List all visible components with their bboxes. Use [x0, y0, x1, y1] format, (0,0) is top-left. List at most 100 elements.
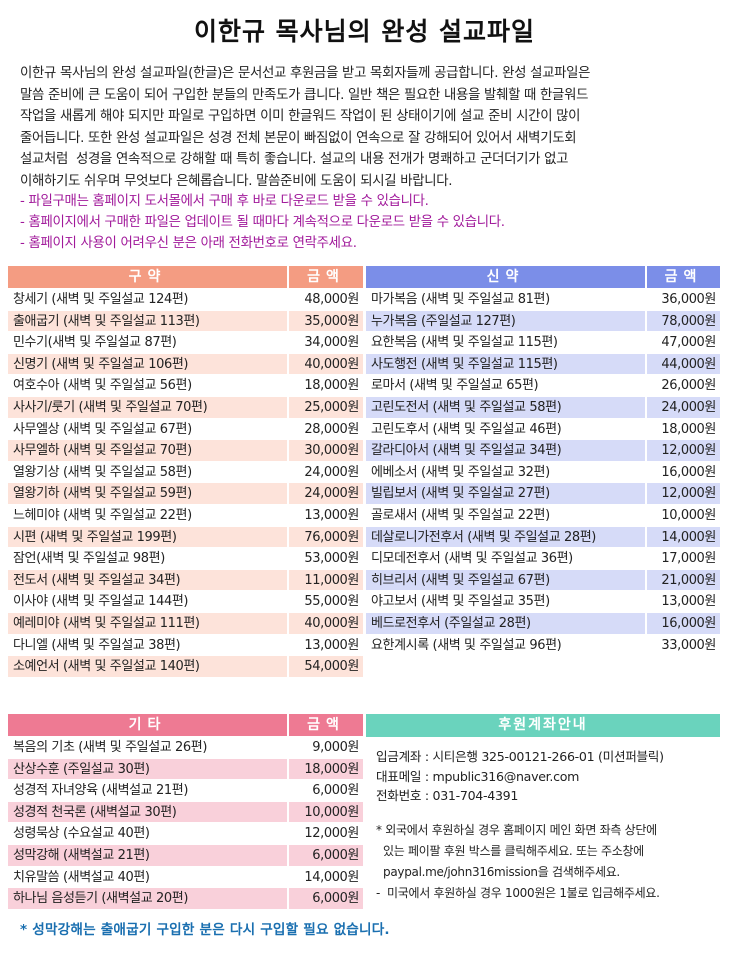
table-row: 사사기/룻기 (새벽 및 주일설교 70편) 25,000원 — [8, 396, 363, 419]
table-row: 갈라디아서 (새벽 및 주일설교 34편) 12,000원 — [366, 440, 720, 462]
table-header: 기타 금액 — [8, 714, 363, 736]
table-row: 요한계시록 (새벽 및 주일설교 96편) 33,000원 — [366, 635, 720, 657]
table-row: 신명기 (새벽 및 주일설교 106편) 40,000원 — [8, 353, 363, 376]
table-row: 잠언(새벽 및 주일설교 98편) 53,000원 — [8, 548, 363, 570]
purchase-notes: - 파일구매는 홈페이지 도서몰에서 구매 후 바로 다운로드 받을 수 있습니… — [20, 191, 505, 255]
new-testament-table: 신약 금액 마가복음 (새벽 및 주일설교 81편) 36,000원 누가복음 (주일설… — [366, 266, 720, 657]
overseas-line: * 외국에서 후원하실 경우 홈페이지 메인 화면 좌측 상단에 — [376, 822, 657, 837]
item-price: 36,000원 — [647, 289, 720, 311]
item-price: 18,000원 — [289, 375, 363, 397]
account-line: 입금계좌 : 시티은행 325-00121-266-01 (미션퍼블릭) — [376, 749, 664, 764]
item-price: 44,000원 — [647, 353, 720, 376]
table-row: 예레미야 (새벽 및 주일설교 111편) 40,000원 — [8, 612, 363, 635]
item-price: 48,000원 — [289, 289, 363, 311]
item-price: 76,000원 — [289, 526, 363, 549]
item-price: 25,000원 — [289, 396, 363, 419]
intro-line: 이한규 목사님의 완성 설교파일(한글)은 문서선교 후원금을 받고 목회자들께… — [20, 66, 591, 81]
table-row: 하나님 음성듣기 (새벽설교 20편) 6,000원 — [8, 888, 363, 910]
item-price: 35,000원 — [289, 310, 363, 333]
table-row: 고린도전서 (새벽 및 주일설교 58편) 24,000원 — [366, 396, 720, 419]
item-price: 28,000원 — [289, 419, 363, 441]
intro-line: 줄어듭니다. 또한 완성 설교파일은 성경 전체 본문이 빠짐없이 연속으로 잘… — [20, 130, 577, 146]
item-price: 9,000원 — [289, 737, 363, 759]
table-row: 창세기 (새벽 및 주일설교 124편) 48,000원 — [8, 289, 363, 311]
item-name: 예레미야 (새벽 및 주일설교 111편) — [8, 612, 287, 635]
table-row: 에베소서 (새벽 및 주일설교 32편) 16,000원 — [366, 462, 720, 484]
table-row: 복음의 기초 (새벽 및 주일설교 26편) 9,000원 — [8, 737, 363, 759]
note-line: - 홈페이지에서 구매한 파일은 업데이트 될 때마다 계속적으로 다운로드 받… — [20, 215, 505, 231]
item-name: 사사기/룻기 (새벽 및 주일설교 70편) — [8, 396, 287, 419]
table-row: 요한복음 (새벽 및 주일설교 115편) 47,000원 — [366, 332, 720, 354]
intro-line: 이해하기도 쉬우며 무엇보다 은혜롭습니다. 말씀준비에 도움이 되시길 바랍니… — [20, 173, 453, 189]
item-name: 에베소서 (새벽 및 주일설교 32편) — [366, 462, 645, 484]
item-name: 느헤미야 (새벽 및 주일설교 22편) — [8, 505, 287, 527]
item-name: 소예언서 (새벽 및 주일설교 140편) — [8, 656, 287, 678]
item-name: 디모데전후서 (새벽 및 주일설교 36편) — [366, 548, 645, 570]
intro-line: 말씀 준비에 큰 도움이 되어 구입한 분들의 만족도가 큽니다. 일반 책은 … — [20, 87, 589, 103]
table-row: 전도서 (새벽 및 주일설교 34편) 11,000원 — [8, 569, 363, 592]
item-name: 성경적 자녀양육 (새벽설교 21편) — [8, 780, 287, 802]
item-price: 24,000원 — [647, 396, 720, 419]
item-name: 다니엘 (새벽 및 주일설교 38편) — [8, 635, 287, 657]
item-name: 시편 (새벽 및 주일설교 199편) — [8, 526, 287, 549]
item-price: 12,000원 — [647, 440, 720, 462]
item-name: 이사야 (새벽 및 주일설교 144편) — [8, 591, 287, 613]
item-name: 사무엘상 (새벽 및 주일설교 67편) — [8, 419, 287, 441]
item-price: 6,000원 — [289, 780, 363, 802]
item-name: 요한복음 (새벽 및 주일설교 115편) — [366, 332, 645, 354]
item-name: 출애굽기 (새벽 및 주일설교 113편) — [8, 310, 287, 333]
table-row: 시편 (새벽 및 주일설교 199편) 76,000원 — [8, 526, 363, 549]
table-row: 소예언서 (새벽 및 주일설교 140편) 54,000원 — [8, 656, 363, 678]
item-name: 전도서 (새벽 및 주일설교 34편) — [8, 569, 287, 592]
table-header: 구약 금액 — [8, 266, 363, 288]
item-name: 야고보서 (새벽 및 주일설교 35편) — [366, 591, 645, 613]
page-title: 이한규 목사님의 완성 설교파일 — [193, 17, 536, 46]
item-price: 18,000원 — [647, 419, 720, 441]
item-name: 빌립보서 (새벽 및 주일설교 27편) — [366, 483, 645, 505]
name-column-header: 신약 — [366, 266, 645, 288]
item-name: 성경적 천국론 (새벽설교 30편) — [8, 801, 287, 824]
item-price: 6,000원 — [289, 844, 363, 867]
table-row: 열왕기하 (새벽 및 주일설교 59편) 24,000원 — [8, 483, 363, 505]
table-row: 여호수아 (새벽 및 주일설교 56편) 18,000원 — [8, 375, 363, 397]
account-line: 전화번호 : 031-704-4391 — [376, 788, 519, 803]
table-row: 로마서 (새벽 및 주일설교 65편) 26,000원 — [366, 375, 720, 397]
item-name: 성령묵상 (수요설교 40편) — [8, 823, 287, 845]
overseas-line: paypal.me/john316mission을 검색해주세요. — [376, 864, 620, 879]
table-row: 고린도후서 (새벽 및 주일설교 46편) 18,000원 — [366, 419, 720, 441]
item-price: 24,000원 — [289, 483, 363, 505]
item-price: 13,000원 — [289, 505, 363, 527]
item-price: 16,000원 — [647, 612, 720, 635]
item-price: 13,000원 — [647, 591, 720, 613]
table-row: 사무엘상 (새벽 및 주일설교 67편) 28,000원 — [8, 419, 363, 441]
table-row: 성막강해 (새벽설교 21편) 6,000원 — [8, 844, 363, 867]
overseas-notes: * 외국에서 후원하실 경우 홈페이지 메인 화면 좌측 상단에 있는 페이팔 … — [366, 806, 720, 904]
account-header: 후원계좌안내 — [366, 714, 720, 737]
intro-paragraph: 이한규 목사님의 완성 설교파일(한글)은 문서선교 후원금을 받고 목회자들께… — [20, 63, 720, 193]
item-name: 하나님 음성듣기 (새벽설교 20편) — [8, 888, 287, 910]
item-price: 40,000원 — [289, 612, 363, 635]
item-name: 로마서 (새벽 및 주일설교 65편) — [366, 375, 645, 397]
item-name: 열왕기상 (새벽 및 주일설교 58편) — [8, 462, 287, 484]
table-row: 민수기(새벽 및 주일설교 87편) 34,000원 — [8, 332, 363, 354]
item-price: 55,000원 — [289, 591, 363, 613]
item-price: 30,000원 — [289, 440, 363, 462]
item-name: 골로새서 (새벽 및 주일설교 22편) — [366, 505, 645, 527]
item-name: 고린도전서 (새벽 및 주일설교 58편) — [366, 396, 645, 419]
table-row: 히브리서 (새벽 및 주일설교 67편) 21,000원 — [366, 569, 720, 592]
overseas-line: - 미국에서 후원하실 경우 1000원은 1불로 입금해주세요. — [376, 885, 660, 900]
intro-line: 설교처럼 성경을 연속적으로 강해할 때 특히 좋습니다. 설교의 내용 전개가… — [20, 152, 569, 168]
table-row: 성경적 천국론 (새벽설교 30편) 10,000원 — [8, 801, 363, 824]
item-name: 잠언(새벽 및 주일설교 98편) — [8, 548, 287, 570]
item-price: 12,000원 — [647, 483, 720, 505]
item-name: 히브리서 (새벽 및 주일설교 67편) — [366, 569, 645, 592]
table-row: 다니엘 (새벽 및 주일설교 38편) 13,000원 — [8, 635, 363, 657]
item-price: 6,000원 — [289, 888, 363, 910]
price-column-header: 금액 — [289, 266, 363, 288]
item-name: 산상수훈 (주일설교 30편) — [8, 758, 287, 781]
table-row: 성경적 자녀양육 (새벽설교 21편) 6,000원 — [8, 780, 363, 802]
account-info-panel: 후원계좌안내 입금계좌 : 시티은행 325-00121-266-01 (미션퍼… — [366, 714, 720, 904]
table-row: 사도행전 (새벽 및 주일설교 115편) 44,000원 — [366, 353, 720, 376]
item-price: 24,000원 — [289, 462, 363, 484]
item-name: 치유말씀 (새벽설교 40편) — [8, 867, 287, 889]
